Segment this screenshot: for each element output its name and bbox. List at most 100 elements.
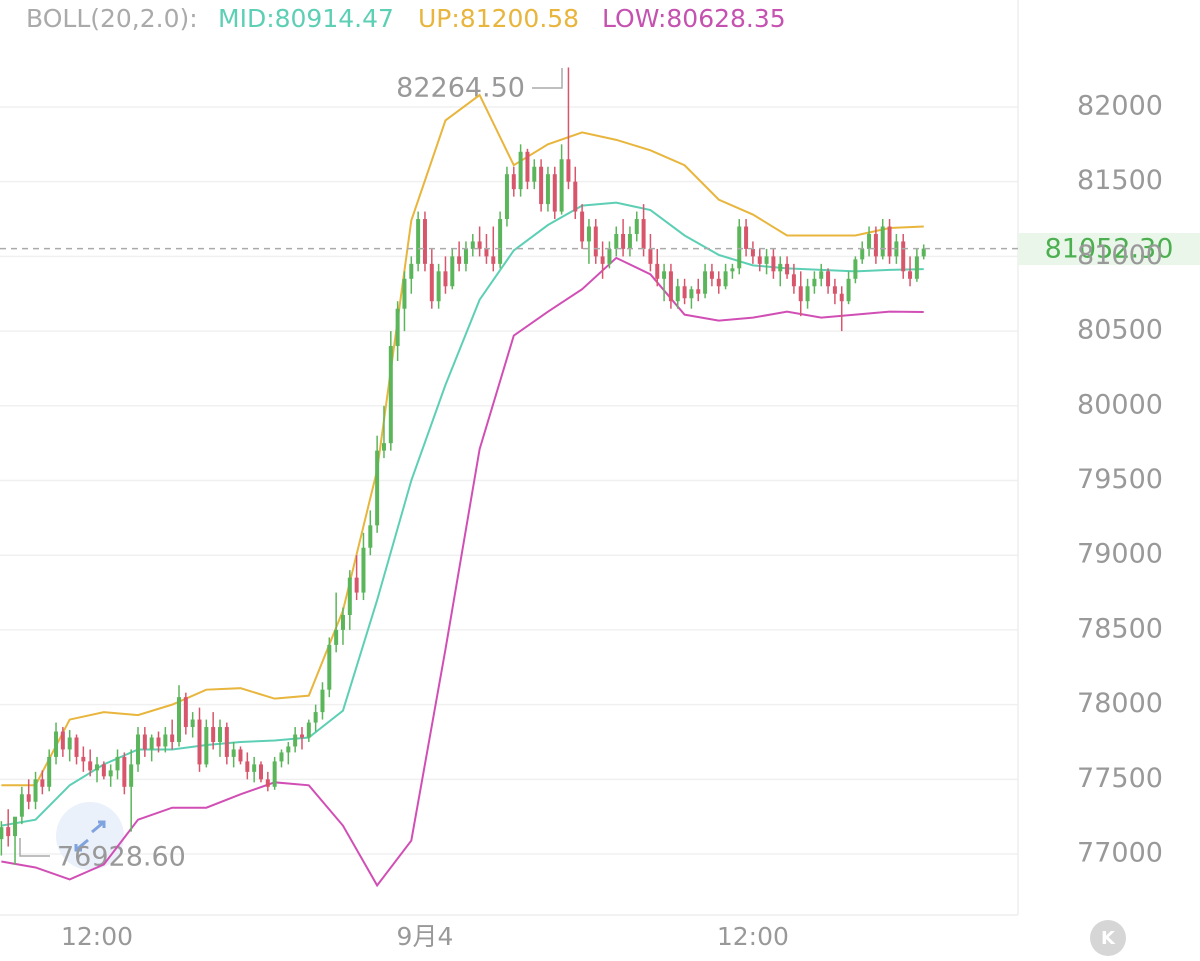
candle-body: [819, 271, 824, 279]
expand-icon[interactable]: [56, 802, 124, 870]
y-tick-label: 77500: [1077, 763, 1163, 794]
candle-body: [422, 219, 427, 264]
candle-body: [586, 226, 591, 242]
y-tick-label: 77000: [1077, 838, 1163, 869]
y-tick-label: 80000: [1077, 389, 1163, 420]
k-button-circle[interactable]: [1090, 920, 1126, 956]
candle-body: [409, 263, 414, 279]
candle-body: [709, 271, 714, 279]
bollinger-band: [1, 93, 924, 787]
candle-body: [361, 547, 366, 593]
candle-body: [0, 827, 4, 840]
candle-body: [655, 263, 660, 279]
candle-body: [6, 827, 11, 837]
candle-body: [641, 219, 646, 249]
candle-body: [149, 737, 154, 750]
x-tick-label: 12:00: [61, 922, 133, 951]
candle-body: [402, 278, 407, 309]
candle-body: [668, 271, 673, 302]
candle-body: [764, 256, 769, 264]
min-label: 76928.60: [57, 842, 186, 873]
candle-body: [703, 271, 708, 294]
candle-body: [108, 770, 113, 777]
max-label: 82264.50: [396, 73, 525, 104]
grid: [0, 106, 1018, 855]
candle-body: [388, 346, 393, 444]
k-button-icon: K: [1101, 928, 1116, 949]
y-tick-label: 79500: [1077, 464, 1163, 495]
candle-body: [627, 233, 632, 249]
candle-body: [238, 749, 243, 762]
candle-body: [67, 737, 72, 750]
candle-body: [518, 151, 523, 190]
candle-body: [286, 746, 291, 753]
candle-body: [887, 226, 892, 257]
candle-body: [463, 248, 468, 264]
candle-body: [573, 181, 578, 212]
candle-body: [812, 278, 817, 287]
candle-body: [436, 271, 441, 302]
candle-body: [122, 756, 127, 787]
x-tick-label: 9月4: [397, 922, 454, 951]
candle-body: [381, 443, 386, 451]
candle-body: [785, 263, 790, 275]
candle-body: [457, 256, 462, 264]
candle-body: [511, 174, 516, 190]
min-pointer: [19, 838, 50, 857]
bollinger-band: [1, 201, 924, 827]
expand-arrows: [74, 820, 106, 852]
candle-body: [778, 263, 783, 272]
indicator-low: LOW:80628.35: [602, 4, 786, 33]
candle-body: [33, 779, 38, 802]
candle-body: [429, 263, 434, 302]
candle-body: [211, 727, 216, 742]
y-tick-label: 78000: [1077, 688, 1163, 719]
candle-body: [566, 159, 571, 182]
candle-body: [115, 756, 120, 771]
candle-body: [88, 761, 93, 771]
candle-body: [354, 577, 359, 593]
x-tick-label: 12:00: [717, 922, 789, 951]
candle-body: [313, 712, 318, 723]
candle-body: [320, 689, 325, 713]
y-tick-label: 80500: [1077, 315, 1163, 346]
candle-body: [60, 731, 65, 750]
candle-body: [723, 271, 728, 287]
candle-body: [921, 248, 926, 257]
candle-body: [580, 211, 585, 242]
candle-body: [204, 727, 209, 765]
candle-body: [491, 256, 496, 264]
candle-body: [190, 719, 195, 728]
candle-body: [252, 764, 257, 772]
candle-body: [607, 248, 612, 264]
last-price-label: 81052.30: [1045, 234, 1174, 265]
candle-body: [368, 525, 373, 548]
candle-body: [826, 271, 831, 287]
candle-body: [416, 219, 421, 264]
candle-body: [867, 233, 872, 249]
candle-body: [163, 734, 168, 747]
candle-body: [771, 256, 776, 272]
candle-body: [74, 737, 79, 757]
candle-body: [245, 761, 250, 772]
candle-body: [750, 248, 755, 257]
candle-body: [258, 764, 263, 780]
candle-body: [47, 756, 52, 787]
candle-body: [170, 734, 175, 742]
candle-body: [539, 166, 544, 205]
expand-button[interactable]: [56, 802, 124, 870]
candle-body: [559, 159, 564, 212]
candle-body: [634, 219, 639, 234]
candle-body: [600, 256, 605, 264]
candle-body: [293, 734, 298, 747]
y-tick-label: 78500: [1077, 613, 1163, 644]
candle-body: [914, 256, 919, 279]
candle-body: [231, 749, 236, 757]
candle-body: [142, 734, 147, 750]
candle-body: [13, 816, 18, 837]
candle-body: [737, 226, 742, 269]
candle-body: [129, 764, 134, 787]
candle-body: [136, 734, 141, 765]
k-button[interactable]: K: [1090, 920, 1126, 956]
